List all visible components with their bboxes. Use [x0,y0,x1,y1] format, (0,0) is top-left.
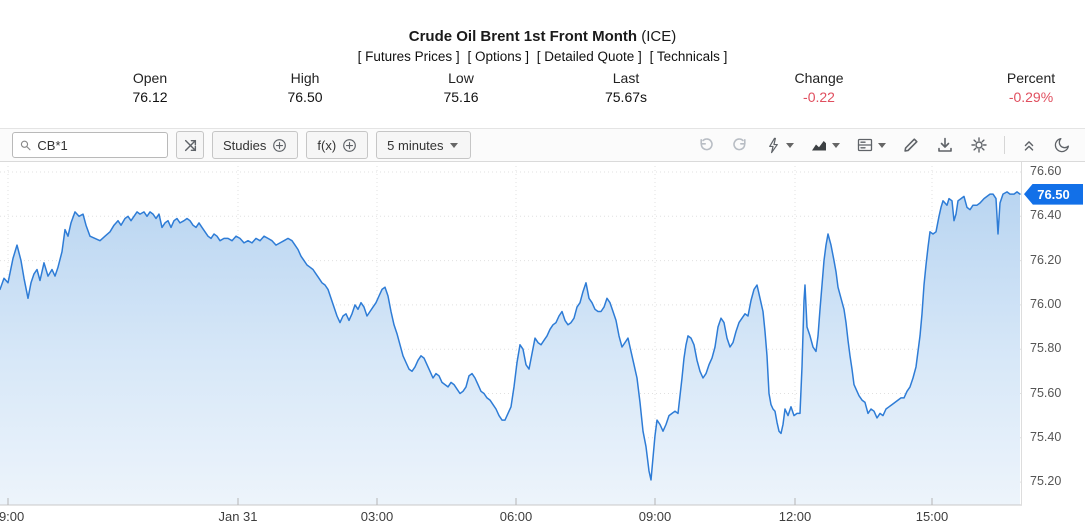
low-label: Low [448,70,474,86]
quote-field-change: Change -0.22 [794,69,843,106]
symbol-input[interactable] [37,137,160,153]
undo-button[interactable] [697,136,715,154]
quote-field-low: Low 75.16 [443,69,478,106]
x-axis-label: 03:00 [360,509,394,524]
link-options[interactable]: [ Options ] [467,49,529,64]
y-axis-label: 76.60 [1030,164,1062,178]
y-axis-label: 76.20 [1030,252,1062,267]
gear-icon [971,137,987,153]
x-axis-label: 06:00 [499,509,533,524]
studies-button[interactable]: Studies [212,131,299,159]
page-title: Crude Oil Brent 1st Front Month (ICE) [0,28,1085,45]
layout-dropdown[interactable] [856,136,886,154]
download-icon [938,137,952,152]
open-value: 76.12 [132,89,168,105]
quote-field-high: High 76.50 [287,69,322,106]
x-axis-label: 09:00 [638,509,672,524]
collapse-toolbar-button[interactable] [1021,137,1037,153]
link-futures-prices[interactable]: [ Futures Prices ] [357,49,460,64]
y-axis-label: 75.40 [1030,429,1062,444]
x-axis: 19:00 Jan 31 03:00 06:00 09:00 12:00 15:00 [0,506,1022,529]
symbol-name: Crude Oil Brent 1st Front Month [408,28,638,45]
download-button[interactable] [936,136,954,154]
circle-plus-icon [343,138,357,152]
layout-panels-icon [857,138,873,152]
area-chart-icon [812,141,826,151]
redo-button[interactable] [731,136,749,154]
price-chart[interactable]: 19:00 Jan 31 03:00 06:00 09:00 12:00 15:00 76.… [0,162,1085,529]
studies-label: Studies [223,137,267,153]
chevron-down-icon [832,142,840,148]
last-price-badge: 76.50 [1024,183,1083,205]
dark-mode-button[interactable] [1053,136,1071,154]
chart-toolbar: Studies f(x) 5 minutes [0,128,1085,162]
x-axis-label: 12:00 [778,509,812,524]
open-label: Open [132,70,168,86]
double-chevron-up-icon [1024,141,1034,151]
fx-label: f(x) [317,137,337,153]
last-label: Last [612,70,640,86]
link-detailed-quote[interactable]: [ Detailed Quote ] [536,49,642,64]
circle-plus-icon [273,138,287,152]
quote-field-last: Last 75.67s [605,69,647,106]
crossing-arrows-icon [184,139,196,151]
moon-icon [1054,137,1070,153]
chevron-down-icon [878,142,886,148]
symbol-search-box[interactable] [12,132,168,158]
x-axis-label: 15:00 [915,509,949,524]
high-label: High [290,70,320,86]
undo-icon [700,138,713,151]
chevron-down-icon [786,142,794,148]
y-axis-label: 76.40 [1030,208,1062,223]
compare-symbol-button[interactable] [176,131,204,159]
quote-field-percent: Percent -0.29% [1007,69,1055,106]
y-axis-label: 75.20 [1030,474,1062,489]
y-axis-label: 75.80 [1030,341,1062,356]
quote-header: Crude Oil Brent 1st Front Month (ICE) [ … [0,28,1085,64]
toolbar-right-icons [697,136,1071,154]
quote-links: [ Futures Prices ] [ Options ] [ Detaile… [0,49,1085,64]
x-axis-label: Jan 31 [218,509,258,524]
chart-type-dropdown[interactable] [810,136,840,154]
search-icon [20,140,31,150]
settings-button[interactable] [970,136,988,154]
fx-expressions-button[interactable]: f(x) [306,131,369,159]
flash-icon [769,137,778,153]
alerts-dropdown[interactable] [765,137,794,154]
last-value: 75.67s [604,89,648,105]
exchange-name: (ICE) [641,28,677,45]
area-chart-plot[interactable] [0,162,1022,529]
change-value: -0.22 [803,89,835,105]
redo-icon [733,138,746,151]
percent-label: Percent [1006,70,1056,86]
interval-dropdown[interactable]: 5 minutes [376,131,471,159]
change-label: Change [794,70,844,86]
low-value: 75.16 [443,89,479,105]
pencil-icon [904,138,918,152]
interval-label: 5 minutes [387,137,444,153]
y-axis-label: 76.00 [1030,296,1062,311]
y-axis-label: 75.60 [1030,385,1062,400]
y-axis[interactable]: 76.60 76.40 76.20 76.00 75.80 75.60 75.40 75.20… [1022,162,1085,529]
high-value: 76.50 [287,89,323,105]
quote-field-open: Open 76.12 [132,69,167,106]
percent-value: -0.29% [1008,89,1054,105]
draw-tools-button[interactable] [902,136,920,154]
chevron-down-icon [449,142,458,148]
toolbar-divider [1004,136,1005,154]
x-axis-label: 19:00 [0,509,25,524]
link-technicals[interactable]: [ Technicals ] [649,49,728,64]
